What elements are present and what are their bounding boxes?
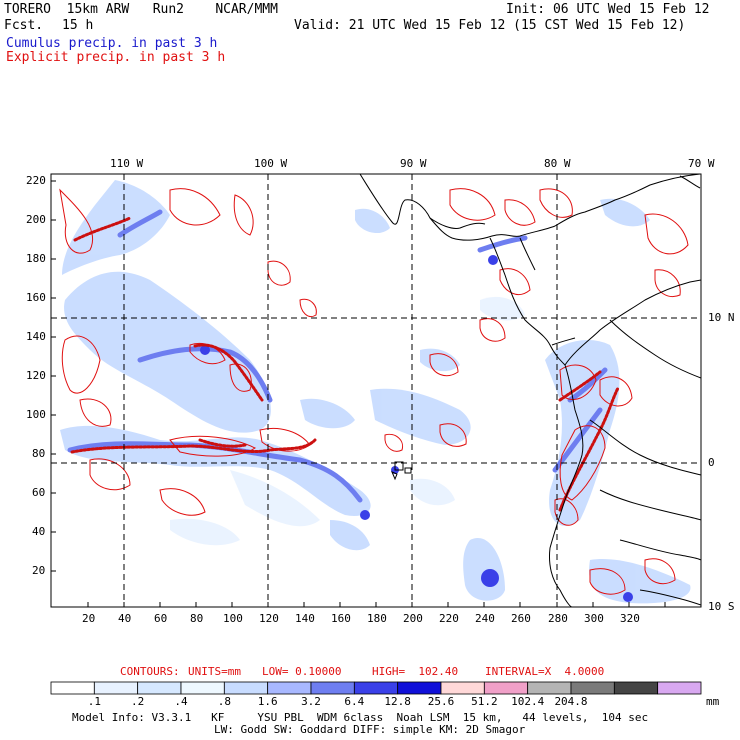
color-bar-swatch bbox=[267, 681, 312, 695]
color-bar-swatch bbox=[483, 681, 529, 695]
x-tick-80: 80 bbox=[190, 612, 204, 625]
color-bar-label: .2 bbox=[131, 695, 145, 708]
y-tick-40: 40 bbox=[32, 525, 46, 538]
x-tick-140: 140 bbox=[295, 612, 315, 625]
x-tick-20: 20 bbox=[82, 612, 96, 625]
color-bar-label: 1.6 bbox=[257, 695, 278, 708]
valid-time: Valid: 21 UTC Wed 15 Feb 12 (15 CST Wed … bbox=[294, 18, 686, 33]
contour-header: CONTOURS: bbox=[120, 665, 180, 678]
y-tick-160: 160 bbox=[26, 291, 46, 304]
lon-label-70w: 70 W bbox=[688, 157, 715, 170]
color-bar-swatch bbox=[613, 681, 659, 695]
color-bar-swatch bbox=[310, 681, 355, 695]
color-bar-swatch bbox=[137, 681, 182, 695]
color-bar-swatch bbox=[93, 681, 139, 695]
x-tick-260: 260 bbox=[511, 612, 531, 625]
x-tick-300: 300 bbox=[584, 612, 604, 625]
x-tick-100: 100 bbox=[223, 612, 243, 625]
color-bar-label: 12.8 bbox=[384, 695, 411, 708]
color-bar-label: 51.2 bbox=[471, 695, 498, 708]
precip-shading bbox=[59, 180, 691, 604]
color-bar-label: 6.4 bbox=[344, 695, 365, 708]
color-bar-swatch bbox=[223, 681, 269, 695]
color-bar-unit: mm bbox=[706, 695, 720, 708]
contour-interval: INTERVAL=X 4.0000 bbox=[485, 665, 605, 678]
x-tick-120: 120 bbox=[259, 612, 279, 625]
color-bar bbox=[50, 681, 702, 695]
x-tick-240: 240 bbox=[475, 612, 495, 625]
lat-label-10n: 10 N bbox=[708, 311, 735, 324]
contour-high: HIGH= 102.40 bbox=[372, 665, 459, 678]
color-bar-label: 3.2 bbox=[301, 695, 321, 708]
y-tick-100: 100 bbox=[26, 408, 46, 421]
color-bar-swatch bbox=[657, 681, 702, 695]
x-tick-220: 220 bbox=[439, 612, 459, 625]
lon-label-110w: 110 W bbox=[110, 157, 144, 170]
color-bar-label: 204.8 bbox=[554, 695, 588, 708]
forecast-label: Fcst. bbox=[4, 18, 44, 33]
lat-label-0: 0 bbox=[708, 456, 715, 469]
y-tick-200: 200 bbox=[26, 213, 46, 226]
color-bar-swatch bbox=[397, 681, 442, 695]
contour-low: LOW= 0.10000 bbox=[262, 665, 342, 678]
forecast-hour: 15 h bbox=[62, 18, 94, 33]
x-tick-180: 180 bbox=[367, 612, 387, 625]
color-bar-swatch bbox=[570, 681, 615, 695]
color-bar-label: .8 bbox=[217, 695, 231, 708]
lon-label-100w: 100 W bbox=[254, 157, 288, 170]
model-title: TORERO 15km ARW Run2 NCAR/MMM bbox=[4, 2, 278, 17]
x-tick-60: 60 bbox=[154, 612, 168, 625]
lat-label-10s: 10 S bbox=[708, 600, 735, 613]
axis-ticks bbox=[51, 180, 666, 607]
x-tick-320: 320 bbox=[620, 612, 640, 625]
y-tick-220: 220 bbox=[26, 174, 46, 187]
color-bar-label: 25.6 bbox=[427, 695, 455, 708]
color-bar-label: .4 bbox=[174, 695, 188, 708]
color-bar-swatch bbox=[353, 681, 399, 695]
x-tick-280: 280 bbox=[548, 612, 568, 625]
y-tick-20: 20 bbox=[32, 564, 46, 577]
x-tick-160: 160 bbox=[331, 612, 351, 625]
lon-label-90w: 90 W bbox=[400, 157, 427, 170]
x-tick-40: 40 bbox=[118, 612, 132, 625]
contour-units: UNITS=mm bbox=[188, 665, 241, 678]
physics-info: LW: Godd SW: Goddard DIFF: simple KM: 2D… bbox=[214, 723, 526, 736]
init-time: Init: 06 UTC Wed 15 Feb 12 bbox=[506, 2, 710, 17]
x-tick-200: 200 bbox=[403, 612, 423, 625]
color-bar-swatch bbox=[440, 681, 485, 695]
y-tick-60: 60 bbox=[32, 486, 46, 499]
y-tick-180: 180 bbox=[26, 252, 46, 265]
graticule bbox=[51, 174, 701, 607]
explicit-field-label: Explicit precip. in past 3 h bbox=[6, 50, 226, 65]
y-tick-120: 120 bbox=[26, 369, 46, 382]
cumulus-field-label: Cumulus precip. in past 3 h bbox=[6, 36, 218, 51]
color-bar-swatch bbox=[50, 681, 95, 695]
y-tick-140: 140 bbox=[26, 330, 46, 343]
y-tick-80: 80 bbox=[32, 447, 46, 460]
coastlines bbox=[359, 174, 701, 607]
color-bar-swatch bbox=[527, 681, 572, 695]
model-info: Model Info: V3.3.1 KF YSU PBL WDM 6class… bbox=[72, 711, 649, 724]
color-bar-label: 102.4 bbox=[511, 695, 545, 708]
lon-label-80w: 80 W bbox=[544, 157, 571, 170]
color-bar-swatch bbox=[180, 681, 225, 695]
color-bar-label: .1 bbox=[87, 695, 101, 708]
